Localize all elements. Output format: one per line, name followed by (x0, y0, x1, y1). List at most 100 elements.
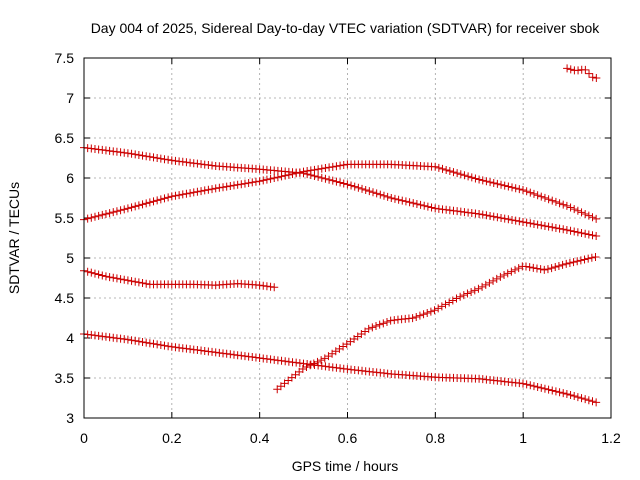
data-point (405, 198, 414, 207)
data-point (270, 174, 279, 183)
data-point (577, 229, 586, 238)
data-point (94, 211, 103, 220)
data-point (226, 182, 235, 191)
data-point (164, 155, 173, 164)
data-point (463, 289, 472, 298)
data-point (339, 179, 348, 188)
data-point (562, 201, 571, 210)
data-point (518, 217, 527, 226)
data-point (109, 273, 118, 282)
data-point (536, 265, 545, 274)
data-point (398, 196, 407, 205)
data-point (511, 265, 520, 274)
data-point (448, 296, 457, 305)
data-point (559, 389, 568, 398)
data-point (441, 300, 450, 309)
data-point (442, 165, 451, 174)
data-point (540, 193, 549, 202)
data-point (295, 168, 304, 177)
data-point (554, 261, 563, 270)
data-point (350, 182, 359, 191)
data-point (273, 173, 282, 182)
data-point (547, 264, 556, 273)
data-point (160, 194, 169, 203)
data-point (383, 192, 392, 201)
data-point (464, 172, 473, 181)
data-point (160, 341, 169, 350)
data-point (474, 284, 483, 293)
data-point (504, 182, 513, 191)
x-tick-label: 1 (519, 430, 527, 446)
data-point (123, 276, 132, 285)
data-point (566, 390, 575, 399)
data-point (303, 167, 312, 176)
data-point (189, 188, 198, 197)
data-point (570, 392, 579, 401)
data-point (332, 162, 341, 171)
data-point (449, 168, 458, 177)
data-point (138, 200, 147, 209)
data-point (361, 186, 370, 195)
data-point (372, 189, 381, 198)
data-point (529, 382, 538, 391)
data-point (584, 211, 593, 220)
data-point (134, 201, 143, 210)
data-point (197, 187, 206, 196)
data-point (500, 181, 509, 190)
data-point (515, 217, 524, 226)
data-point (581, 395, 590, 404)
data-point (437, 302, 446, 311)
data-point (328, 176, 337, 185)
data-point (555, 224, 564, 233)
data-point (569, 258, 578, 267)
data-point (153, 196, 162, 205)
data-point (149, 339, 158, 348)
data-point (544, 385, 553, 394)
data-point (453, 169, 462, 178)
data-point (423, 308, 432, 317)
y-tick-label: 4.5 (55, 290, 75, 306)
data-point (577, 208, 586, 217)
data-point (321, 174, 330, 183)
data-point (160, 155, 169, 164)
data-point (522, 218, 531, 227)
data-point (427, 203, 436, 212)
data-point (277, 172, 286, 181)
data-point (120, 205, 129, 214)
data-point (358, 184, 367, 193)
data-point (585, 69, 594, 78)
data-point (548, 386, 557, 395)
data-point (416, 200, 425, 209)
data-point (529, 263, 538, 272)
y-tick-label: 4 (66, 330, 74, 346)
data-point (251, 177, 260, 186)
data-point (497, 213, 506, 222)
data-point (244, 179, 253, 188)
data-point (138, 337, 147, 346)
data-point (467, 173, 476, 182)
data-point (309, 359, 318, 368)
data-point (544, 222, 553, 231)
data-point (467, 287, 476, 296)
data-point (105, 209, 114, 218)
data-point (325, 175, 334, 184)
data-point (138, 279, 147, 288)
data-point (423, 202, 432, 211)
data-point (292, 169, 301, 178)
data-point (336, 178, 345, 187)
data-point (559, 225, 568, 234)
data-point (98, 271, 107, 280)
y-tick-label: 6 (66, 170, 74, 186)
data-point (134, 278, 143, 287)
data-point (409, 199, 418, 208)
y-axis-title: SDTVAR / TECUs (6, 182, 22, 294)
data-point (120, 275, 129, 284)
data-point (563, 64, 572, 73)
data-point (156, 154, 165, 163)
data-point (430, 306, 439, 315)
data-point (90, 212, 99, 221)
data-point (533, 191, 542, 200)
data-point (127, 149, 136, 158)
data-point (365, 187, 374, 196)
